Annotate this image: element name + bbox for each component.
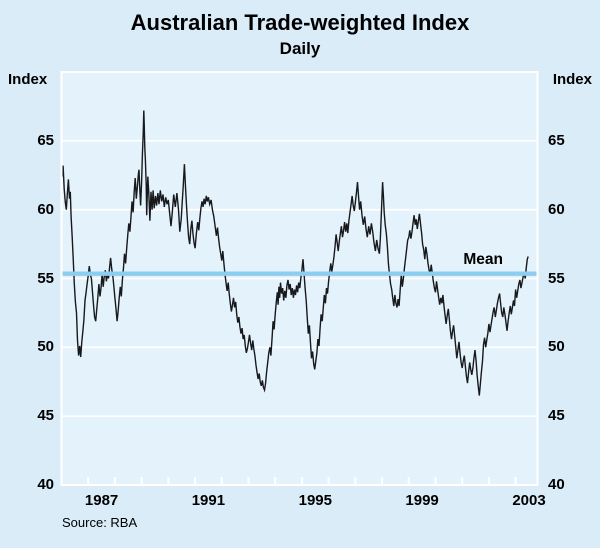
x-axis-year-ticks <box>87 477 517 485</box>
y-tick-label-right-45: 45 <box>548 407 565 425</box>
plot-border <box>60 71 539 486</box>
source-note: Source: RBA <box>62 515 138 530</box>
x-axis-label-1999: 1999 <box>405 492 439 509</box>
chart-subtitle: Daily <box>279 39 321 58</box>
y-tick-label-right-65: 65 <box>548 131 565 149</box>
y-tick-label-right-55: 55 <box>548 269 565 287</box>
y-tick-label-left-65: 65 <box>37 131 54 149</box>
mean-label: Mean <box>463 251 503 268</box>
x-axis-label-1991: 1991 <box>191 492 226 509</box>
y-tick-label-right-40: 40 <box>548 476 565 493</box>
y-tick-label-left-60: 60 <box>37 200 54 218</box>
y-tick-label-left-40: 40 <box>37 476 54 493</box>
y-axis-unit-label-right: Index <box>552 71 592 88</box>
y-tick-label-right-50: 50 <box>548 338 565 356</box>
chart-title: Australian Trade-weighted Index <box>130 10 470 35</box>
y-axis-unit-label-left: Index <box>8 71 48 88</box>
x-axis-label-2003: 2003 <box>512 492 546 509</box>
y-tick-label-left-45: 45 <box>37 407 54 425</box>
y-tick-label-left-50: 50 <box>37 338 54 356</box>
y-tick-label-left-55: 55 <box>37 269 54 287</box>
horizontal-gridlines <box>61 140 538 417</box>
y-tick-label-right-60: 60 <box>548 200 565 218</box>
twi-series-line <box>60 110 529 396</box>
x-axis-label-1987: 1987 <box>84 492 119 509</box>
x-axis-label-1995: 1995 <box>298 492 332 509</box>
